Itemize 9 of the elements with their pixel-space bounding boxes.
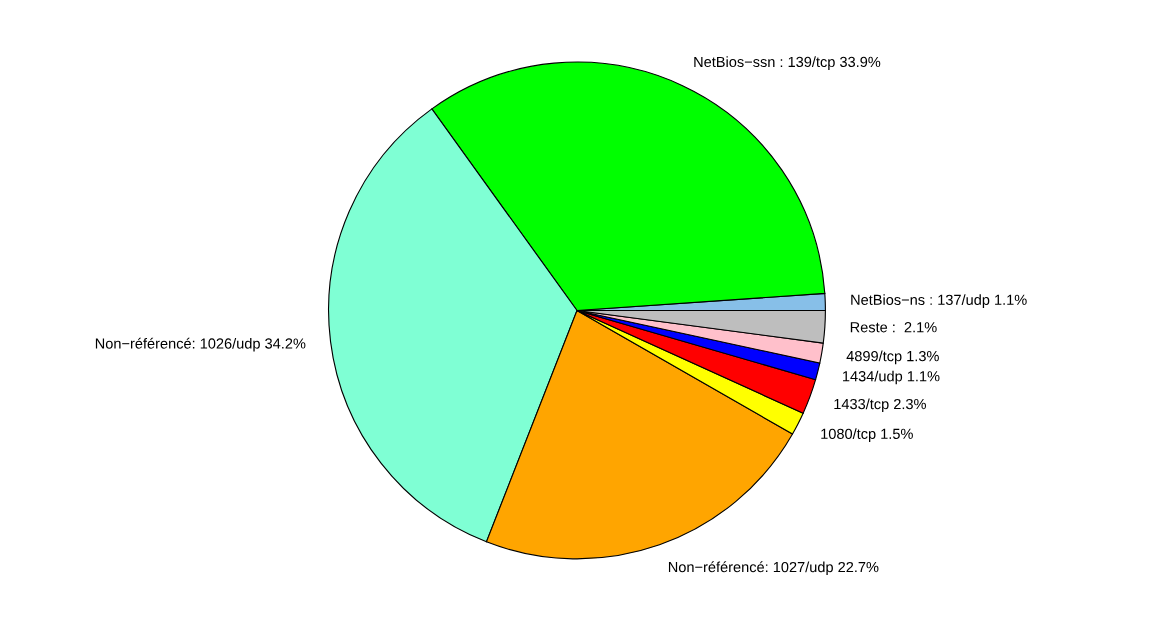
slice-label: NetBios−ns : 137/udp 1.1% [851,294,1027,308]
slice-label: Non−référencé: 1026/udp 34.2% [95,337,306,352]
slice-label: 4899/tcp 1.3% [846,350,939,365]
slice-label: 1080/tcp 1.5% [821,428,913,442]
slice-label: NetBios−ssn : 139/tcp 33.9% [694,56,881,70]
slice-label: 1433/tcp 2.3% [834,398,926,413]
slice-label: 1434/udp 1.1% [843,370,940,385]
slice-label: Reste : 2.1% [850,322,937,333]
slice-label: Non−référencé: 1027/udp 22.7% [668,561,879,576]
